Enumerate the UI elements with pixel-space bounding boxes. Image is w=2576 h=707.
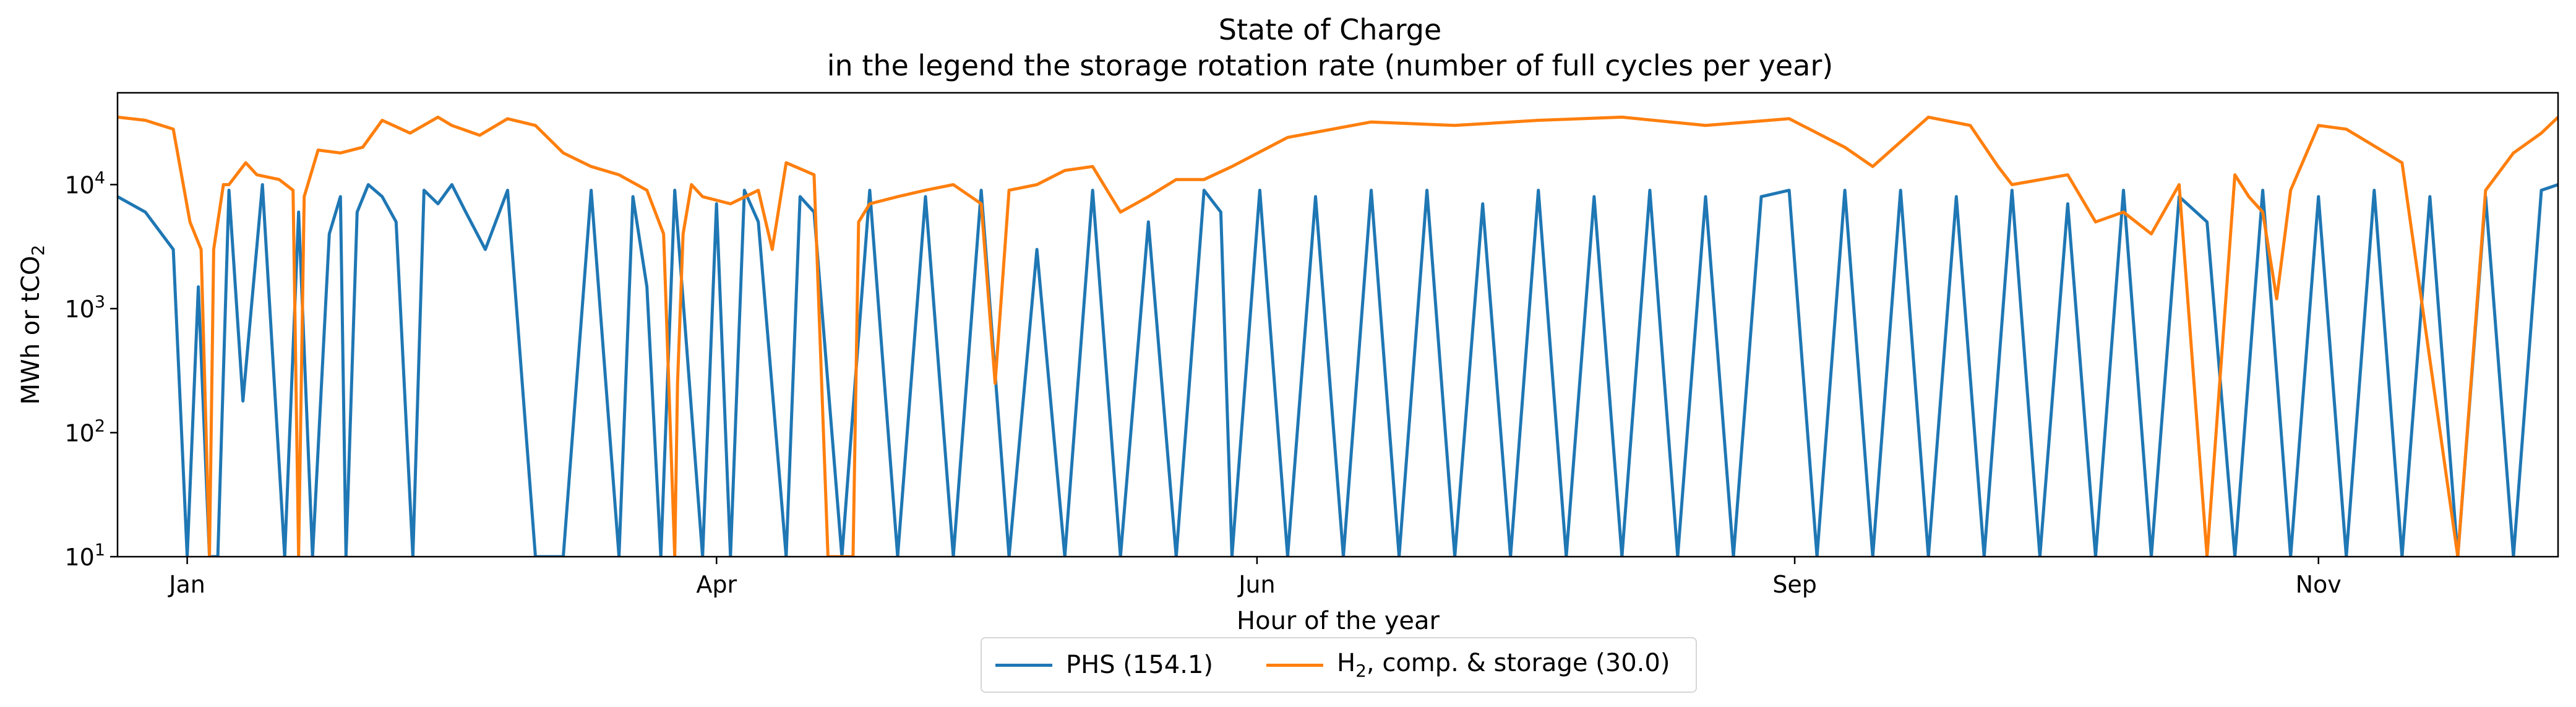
y-axis-ticks: 101 102 103 104 (64, 168, 118, 571)
y-tick-label-1: 102 (64, 416, 105, 447)
legend-label-phs: PHS (154.1) (1066, 651, 1214, 679)
legend-item-phs: PHS (154.1) (995, 638, 1213, 692)
chart-title: State of Charge (1219, 13, 1441, 46)
x-tick-label-4: Nov (2296, 571, 2342, 598)
legend-label-h2-rest: , comp. & storage (30.0) (1366, 649, 1670, 677)
x-tick-label-1: Apr (696, 571, 737, 598)
series-line-0 (118, 183, 2558, 557)
plot-frame (116, 92, 2559, 558)
legend-label-h2-subscript: 2 (1355, 661, 1367, 681)
y-axis-label-main: MWh or tCO (17, 255, 45, 405)
legend-label-h2: H2, comp. & storage (30.0) (1337, 649, 1670, 681)
x-axis-label: Hour of the year (1237, 607, 1440, 635)
chart-subtitle: in the legend the storage rotation rate … (827, 49, 1833, 82)
legend-item-h2: H2, comp. & storage (30.0) (1266, 638, 1670, 692)
y-tick-label-3: 104 (64, 168, 105, 199)
y-tick-label-2: 103 (64, 293, 105, 323)
x-axis-ticks: Jan Apr Jun Sep Nov (168, 557, 2342, 598)
y-axis-label-subscript: 2 (28, 245, 48, 256)
x-tick-label-0: Jan (168, 571, 205, 598)
plot-lines (118, 115, 2558, 557)
x-tick-label-3: Sep (1772, 571, 1817, 598)
legend-swatch-h2 (1266, 663, 1323, 667)
x-tick-label-2: Jun (1237, 571, 1275, 598)
series-line-1 (118, 115, 2558, 557)
y-axis-label: MWh or tCO2 (17, 245, 48, 405)
legend-swatch-phs (995, 663, 1052, 667)
legend-label-h2-main: H (1337, 649, 1356, 677)
y-tick-label-0: 101 (64, 541, 105, 571)
legend: PHS (154.1) H2, comp. & storage (30.0) (981, 637, 1697, 693)
